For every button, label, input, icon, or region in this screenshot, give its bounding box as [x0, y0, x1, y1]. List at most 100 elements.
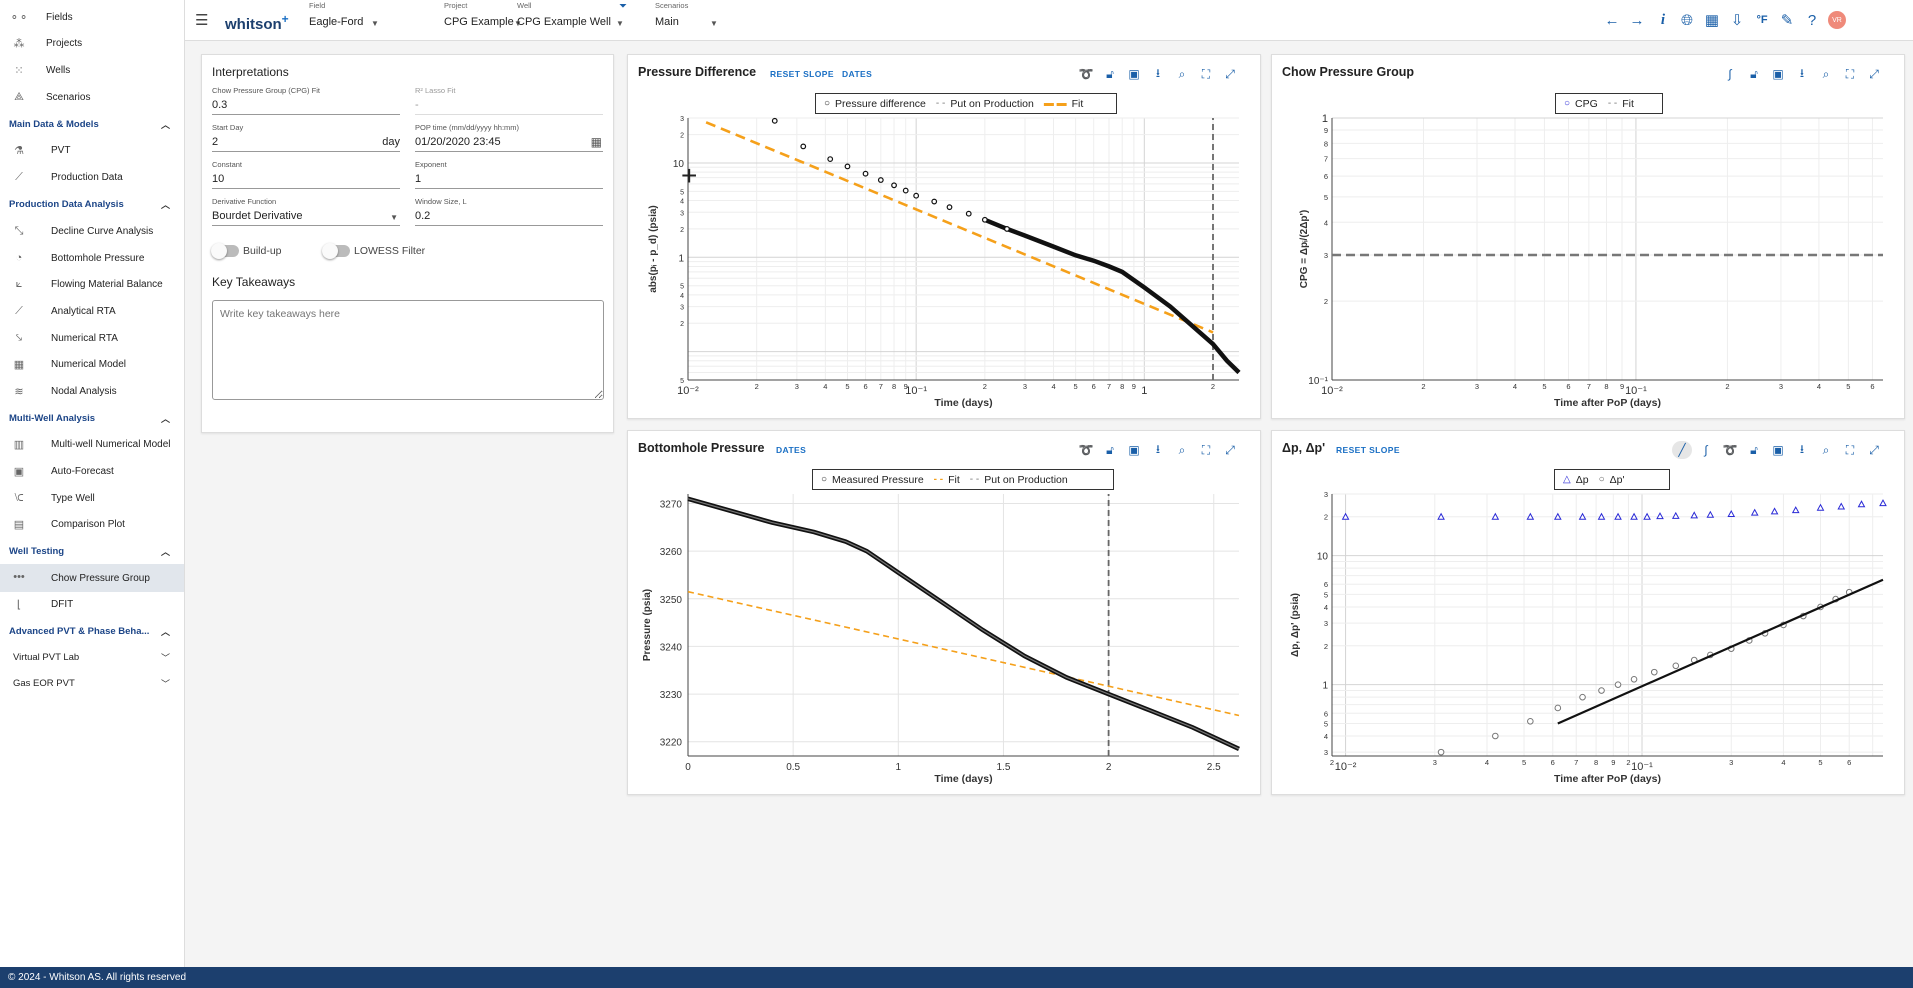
bhp-legend-put-on-production[interactable]: - - Put on Production: [969, 473, 1068, 486]
well-selector[interactable]: Well CPG Example Well ▼: [517, 1, 624, 28]
sidebar-item-analytical-rta[interactable]: ⟋ Analytical RTA: [0, 298, 184, 324]
project-selector[interactable]: Project CPG Example ▼: [444, 1, 522, 28]
autoscale-icon[interactable]: ⛶: [1201, 442, 1211, 457]
help-icon[interactable]: ?: [1807, 11, 1817, 29]
unlock-icon[interactable]: 🔓︎: [1750, 442, 1758, 457]
bhp-legend-measured-pressure[interactable]: ○ Measured Pressure: [821, 473, 924, 486]
start-day-field[interactable]: Start Day 2 day: [212, 123, 400, 153]
section-advanced-pvt[interactable]: Advanced PVT & Phase Beha... ︿: [9, 625, 170, 637]
menu-icon[interactable]: ☰: [195, 12, 209, 29]
calculator-icon[interactable]: ▦: [1704, 12, 1720, 29]
zoom-icon[interactable]: ⌕: [1822, 442, 1830, 457]
exponent-field[interactable]: Exponent 1: [415, 160, 603, 190]
lasso-icon[interactable]: ➰: [1722, 443, 1738, 457]
section-production-data-analysis[interactable]: Production Data Analysis ︿: [9, 198, 170, 210]
cpg-fit-field[interactable]: Chow Pressure Group (CPG) Fit 0.3: [212, 86, 400, 116]
sidebar-item-production-data[interactable]: ⟋ Production Data: [0, 164, 184, 190]
globe-icon[interactable]: 🌐︎: [1680, 11, 1693, 29]
sidebar-item-numerical-model[interactable]: ▦ Numerical Model: [0, 351, 184, 377]
fullscreen-icon[interactable]: ⤢: [1869, 442, 1879, 457]
y-minor-tick-label: 9: [1324, 126, 1328, 135]
lasso-icon[interactable]: ➰: [1078, 443, 1094, 457]
key-takeaways-input[interactable]: [212, 300, 604, 400]
cpg-legend-cpg[interactable]: ○ CPG: [1564, 97, 1598, 110]
dates-link[interactable]: DATES: [842, 69, 873, 79]
sidebar-virtual-pvt-lab[interactable]: Virtual PVT Lab ﹀: [13, 651, 170, 663]
scenario-selector[interactable]: Scenarios Main ▼: [655, 1, 718, 28]
sidebar-item-dfit[interactable]: ⌊ DFIT: [0, 591, 184, 617]
lasso-icon[interactable]: ➰: [1078, 67, 1094, 81]
bhp-legend-fit[interactable]: - - Fit: [933, 473, 960, 486]
info-icon[interactable]: i: [1660, 11, 1666, 28]
logo[interactable]: whitson+: [225, 12, 289, 33]
save-image-icon[interactable]: ▣: [1772, 443, 1784, 457]
dates-link[interactable]: DATES: [776, 445, 807, 455]
save-image-icon[interactable]: ▣: [1772, 67, 1784, 81]
autoscale-icon[interactable]: ⛶: [1201, 66, 1211, 81]
reset-slope-link[interactable]: RESET SLOPE: [1336, 445, 1400, 455]
section-main-data[interactable]: Main Data & Models ︿: [9, 118, 170, 130]
window-size-field[interactable]: Window Size, L 0.2: [415, 197, 603, 227]
sidebar-item-numerical-rta[interactable]: ⤥ Numerical RTA: [0, 325, 184, 351]
draw-line-icon[interactable]: ╱: [1672, 441, 1692, 459]
unlock-icon[interactable]: 🔓︎: [1106, 66, 1114, 81]
derivative-function-select[interactable]: Derivative Function Bourdet Derivative ▼: [212, 197, 400, 227]
unlock-icon[interactable]: 🔓︎: [1750, 66, 1758, 81]
pd-legend-put-on-production[interactable]: - - Put on Production: [935, 97, 1034, 110]
sidebar-item-projects[interactable]: ⁂ Projects: [0, 30, 184, 56]
zoom-icon[interactable]: ⌕: [1178, 442, 1186, 457]
sidebar-item-fields[interactable]: ⚬⚬ Fields: [9, 11, 73, 24]
save-image-icon[interactable]: ▣: [1128, 443, 1140, 457]
sidebar-item-chow-pressure-group[interactable]: ••• Chow Pressure Group: [0, 564, 184, 592]
sidebar-item-bottomhole-pressure[interactable]: ◔ Bottomhole Pressure: [0, 245, 184, 271]
download-icon[interactable]: ⭳: [1155, 441, 1161, 456]
calendar-icon[interactable]: ▦: [590, 135, 602, 149]
cpg-legend-fit[interactable]: - - Fit: [1607, 97, 1634, 110]
sidebar-item-scenarios[interactable]: ⟁ Scenarios: [0, 84, 184, 110]
sidebar-item-pvt[interactable]: ⚗ PVT: [0, 137, 184, 163]
feedback-icon[interactable]: ✎: [1780, 12, 1794, 29]
sidebar-item-nodal-analysis[interactable]: ≋ Nodal Analysis: [0, 378, 184, 404]
filter-icon[interactable]: ⏷: [619, 1, 627, 12]
zoom-icon[interactable]: ⌕: [1178, 66, 1186, 81]
user-avatar[interactable]: VR: [1828, 11, 1846, 29]
forward-arrow-icon[interactable]: →: [1629, 11, 1645, 29]
units-icon[interactable]: °F: [1756, 14, 1768, 26]
dp-legend-dp-prime[interactable]: ○ Δp': [1598, 473, 1625, 486]
sidebar-item-decline-curve-analysis[interactable]: ⤡ Decline Curve Analysis: [0, 218, 184, 244]
sidebar-item-type-well[interactable]: ⟈ Type Well: [0, 485, 184, 511]
autoscale-icon[interactable]: ⛶: [1845, 442, 1855, 457]
zoom-icon[interactable]: ⌕: [1822, 66, 1830, 81]
fullscreen-icon[interactable]: ⤢: [1225, 66, 1235, 81]
download-icon[interactable]: ⭳: [1155, 65, 1161, 80]
fullscreen-icon[interactable]: ⤢: [1225, 442, 1235, 457]
sidebar-item-wells[interactable]: ⁙ Wells: [0, 57, 184, 83]
save-image-icon[interactable]: ▣: [1128, 67, 1140, 81]
lowess-toggle[interactable]: [322, 243, 350, 259]
sidebar-item-auto-forecast[interactable]: ▣ Auto-Forecast: [0, 458, 184, 484]
reset-slope-link[interactable]: RESET SLOPE: [770, 69, 834, 79]
download-icon[interactable]: ⭳: [1799, 65, 1805, 80]
field-selector[interactable]: Field Eagle-Ford ▼: [309, 1, 379, 28]
pop-time-field[interactable]: POP time (mm/dd/yyyy hh:mm) 01/20/2020 2…: [415, 123, 603, 153]
sidebar-gas-eor-pvt[interactable]: Gas EOR PVT ﹀: [13, 677, 170, 689]
download-icon[interactable]: ⭳: [1799, 441, 1805, 456]
download-doc-icon[interactable]: ⇩: [1730, 12, 1744, 29]
autoscale-icon[interactable]: ⛶: [1845, 66, 1855, 81]
sidebar-item-comparison-plot[interactable]: ▤ Comparison Plot: [0, 511, 184, 537]
buildup-toggle[interactable]: [211, 243, 239, 259]
dp-legend-dp[interactable]: △ Δp: [1563, 473, 1589, 486]
fullscreen-icon[interactable]: ⤢: [1869, 66, 1879, 81]
y-minor-tick-label: 3: [680, 305, 684, 312]
sidebar-item-multi-well-numerical-model[interactable]: ▥ Multi-well Numerical Model: [0, 431, 184, 457]
integral-icon[interactable]: ∫: [1728, 67, 1732, 81]
sidebar-item-flowing-material-balance[interactable]: ⟀ Flowing Material Balance: [0, 271, 184, 297]
section-multi-well-analysis[interactable]: Multi-Well Analysis ︿: [9, 412, 170, 424]
section-well-testing[interactable]: Well Testing ︿: [9, 545, 170, 557]
pd-legend-fit[interactable]: ▬ ▬ Fit: [1043, 97, 1084, 110]
pd-legend-pressure-difference[interactable]: ○ Pressure difference: [824, 97, 926, 110]
unlock-icon[interactable]: 🔓︎: [1106, 442, 1114, 457]
constant-field[interactable]: Constant 10: [212, 160, 400, 190]
back-arrow-icon[interactable]: ←: [1604, 11, 1620, 29]
integral-icon[interactable]: ∫: [1704, 443, 1708, 457]
